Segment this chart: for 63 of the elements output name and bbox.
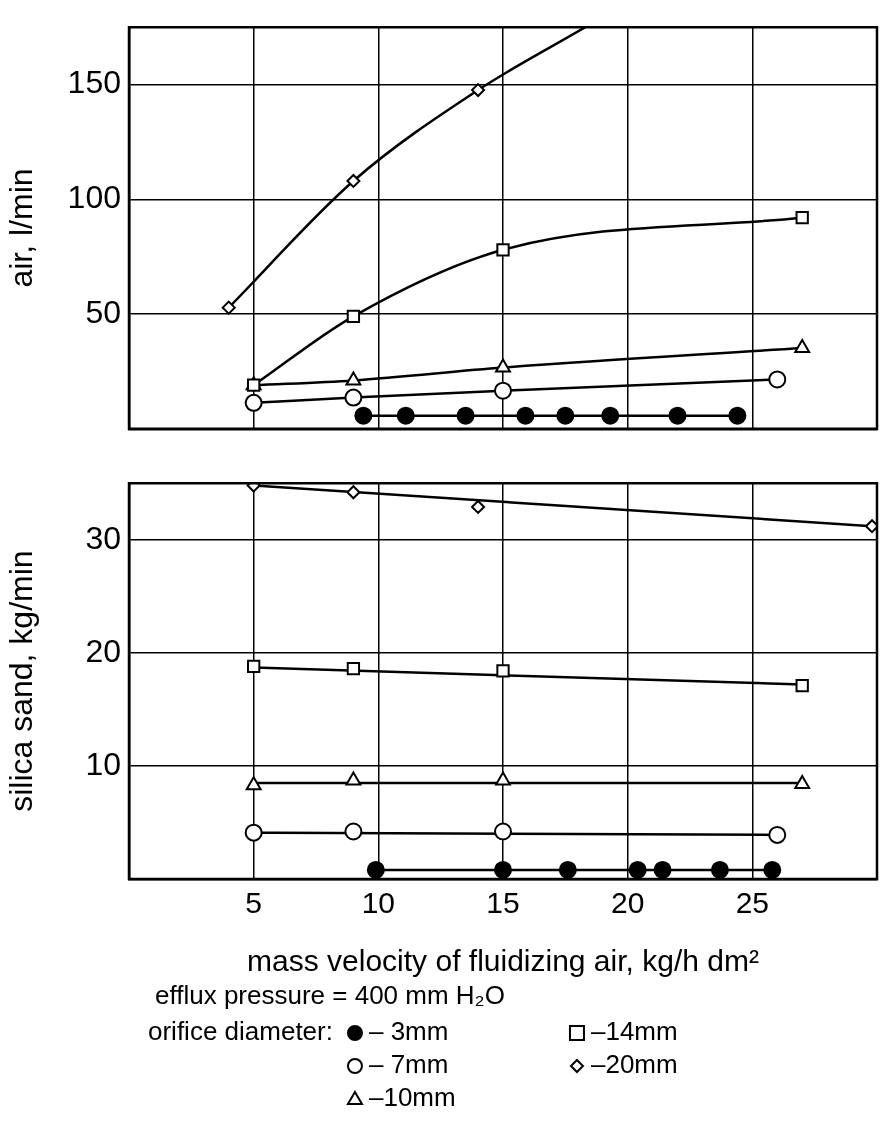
legend-label: –14mm <box>590 1016 678 1047</box>
legend-label: – 3mm <box>368 1016 449 1047</box>
y-axis-title: air, l/min <box>3 168 40 288</box>
point <box>456 406 475 425</box>
point <box>344 822 363 841</box>
point <box>496 243 510 257</box>
point <box>244 823 263 842</box>
point <box>345 371 362 386</box>
legend-title: orifice diameter: <box>148 1016 333 1047</box>
point <box>495 771 511 786</box>
point <box>494 860 512 879</box>
legend-label: –10mm <box>368 1082 456 1113</box>
point <box>346 662 361 676</box>
point <box>471 499 486 514</box>
point <box>354 406 373 425</box>
point <box>244 393 263 412</box>
x-axis-title: mass velocity of fluidizing air, kg/h dm² <box>247 944 759 978</box>
point <box>344 388 363 407</box>
point <box>346 485 361 500</box>
y-axis-title: silica sand, kg/min <box>3 550 40 812</box>
point <box>345 771 362 786</box>
x-tick-label: 20 <box>610 886 645 920</box>
text: efflux pressure = 400 mm H₂O <box>155 980 505 1011</box>
legend-label: – 7mm <box>368 1049 449 1080</box>
point <box>794 775 811 790</box>
point <box>710 860 729 879</box>
point <box>471 83 486 98</box>
point <box>346 173 361 188</box>
point <box>728 406 747 425</box>
y-tick-label: 100 <box>67 179 121 216</box>
point <box>366 860 385 879</box>
y-tick-label: 20 <box>85 632 121 669</box>
legend-label: –20mm <box>590 1049 678 1080</box>
y-tick-label: 150 <box>67 64 121 101</box>
point <box>653 860 672 879</box>
point <box>763 860 782 879</box>
point <box>496 664 510 678</box>
y-tick-label: 10 <box>85 745 121 782</box>
point <box>768 825 787 844</box>
point <box>494 822 512 841</box>
x-tick-label: 10 <box>361 886 396 920</box>
x-tick-label: 5 <box>245 886 263 920</box>
point <box>795 211 809 225</box>
point <box>495 358 511 373</box>
point <box>558 860 577 879</box>
y-tick-label: 30 <box>85 519 121 556</box>
point <box>247 659 261 674</box>
point <box>768 370 787 389</box>
point <box>628 860 647 879</box>
point <box>668 406 687 425</box>
y-tick-label: 50 <box>85 293 121 330</box>
point <box>346 309 361 324</box>
x-tick-label: 15 <box>486 886 520 920</box>
point <box>556 406 575 425</box>
point <box>794 339 811 354</box>
point <box>516 406 535 425</box>
point <box>221 300 236 315</box>
x-tick-label: 25 <box>735 886 770 920</box>
point <box>795 678 809 693</box>
point <box>601 406 620 425</box>
point <box>245 776 262 791</box>
point <box>494 381 512 400</box>
point <box>396 406 415 425</box>
